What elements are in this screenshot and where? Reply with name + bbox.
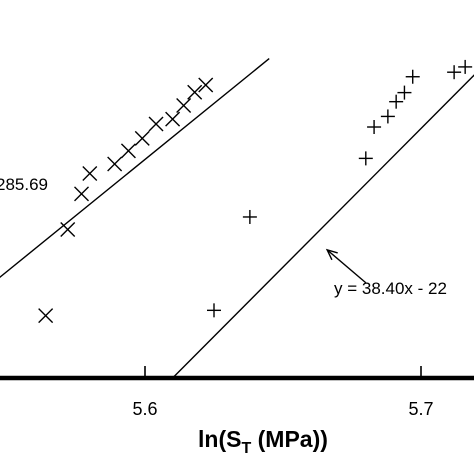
point-series-1-4 xyxy=(82,166,98,181)
point-series-2-7 xyxy=(397,85,412,100)
x-tick-label-5.6: 5.6 xyxy=(132,399,157,419)
point-series-1-5 xyxy=(107,156,123,172)
point-series-2-4 xyxy=(367,120,382,135)
annotation-arrow-2 xyxy=(325,248,367,284)
point-series-1-10 xyxy=(176,97,192,113)
point-series-2-3 xyxy=(358,151,373,166)
x-axis-label-prefix: ln(S xyxy=(198,426,241,452)
point-series-2-2 xyxy=(242,209,257,224)
point-series-1-6 xyxy=(120,143,136,159)
point-series-1-1 xyxy=(38,308,54,324)
point-series-1-11 xyxy=(187,84,203,100)
point-series-1-12 xyxy=(198,77,214,93)
point-series-1-9 xyxy=(165,111,181,127)
point-series-1-3 xyxy=(74,186,90,202)
x-axis-label-subscript: T xyxy=(241,440,251,457)
x-axis-label-suffix: (MPa)) xyxy=(251,426,328,452)
x-axis-label: ln(ST (MPa)) xyxy=(198,426,328,457)
x-tick-label-5.7: 5.7 xyxy=(408,399,433,419)
point-series-2-9 xyxy=(447,65,462,80)
annotation-left-equation: 285.69 xyxy=(0,175,48,194)
point-series-2-10 xyxy=(458,59,473,74)
point-series-2-1 xyxy=(207,303,221,318)
point-series-1-2 xyxy=(60,221,76,237)
point-series-1-8 xyxy=(148,116,164,132)
point-series-2-6 xyxy=(389,94,404,109)
fit-line-series-2 xyxy=(172,74,474,379)
annotation-right-equation: y = 38.40x - 22 xyxy=(334,279,447,298)
point-series-2-5 xyxy=(380,109,395,124)
point-series-2-8 xyxy=(405,69,420,84)
fit-line-series-1 xyxy=(0,58,270,279)
point-series-1-7 xyxy=(134,130,150,146)
